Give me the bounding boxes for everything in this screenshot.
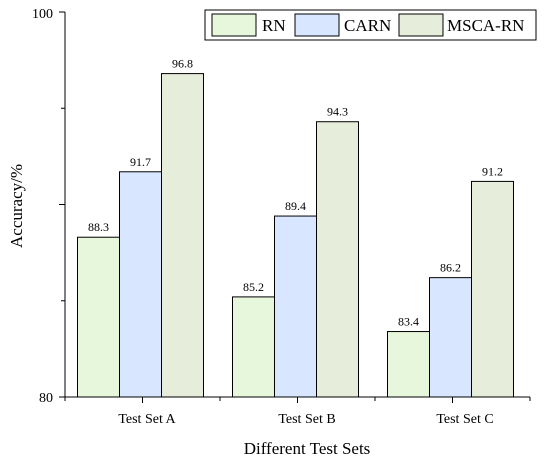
legend-swatch-rn: [211, 13, 257, 37]
x-axis-ticks: [64, 397, 531, 403]
y-axis-ticks: [59, 11, 65, 398]
bar-carn-3: [429, 277, 472, 398]
x-tick-label-test-set-b: Test Set B: [278, 412, 335, 427]
x-axis-title: Different Test Sets: [244, 439, 371, 458]
data-label-carn-3: 86.2: [440, 261, 461, 275]
y-tick-label-min: 80: [39, 391, 53, 406]
data-label-carn-1: 91.7: [130, 155, 151, 169]
data-label-msca-rn-1: 96.8: [172, 57, 193, 71]
legend-label-rn: RN: [262, 16, 286, 35]
data-labels-layer: 88.3 91.7 96.8 85.2 89.4 94.3 83.4 86.2 91.2: [88, 57, 503, 329]
x-tick-label-test-set-c: Test Set C: [436, 412, 493, 427]
data-label-carn-2: 89.4: [285, 199, 306, 213]
data-label-rn-3: 83.4: [398, 315, 419, 329]
data-label-msca-rn-3: 91.2: [482, 164, 503, 178]
data-label-rn-2: 85.2: [243, 280, 264, 294]
y-tick-label-max: 100: [32, 7, 53, 22]
x-tick-label-test-set-a: Test Set A: [118, 412, 176, 427]
bar-msca-rn-1: [161, 73, 204, 398]
bar-rn-1: [77, 236, 120, 398]
bar-rn-2: [232, 296, 275, 398]
bar-msca-rn-3: [471, 180, 514, 398]
bar-rn-3: [387, 331, 430, 398]
bar-carn-1: [119, 171, 162, 398]
data-label-msca-rn-2: 94.3: [327, 105, 348, 119]
bar-carn-2: [274, 215, 317, 398]
bars-layer: [77, 73, 514, 398]
legend: RN CARN MSCA-RN: [204, 9, 537, 41]
bar-msca-rn-2: [316, 121, 359, 398]
legend-frame: [204, 9, 537, 41]
legend-swatch-carn: [294, 13, 340, 37]
legend-label-carn: CARN: [344, 16, 391, 35]
data-label-rn-1: 88.3: [88, 220, 109, 234]
y-axis-title: Accuracy/%: [7, 164, 26, 248]
legend-label-msca-rn: MSCA-RN: [447, 16, 524, 35]
legend-swatch-msca-rn: [398, 13, 444, 37]
